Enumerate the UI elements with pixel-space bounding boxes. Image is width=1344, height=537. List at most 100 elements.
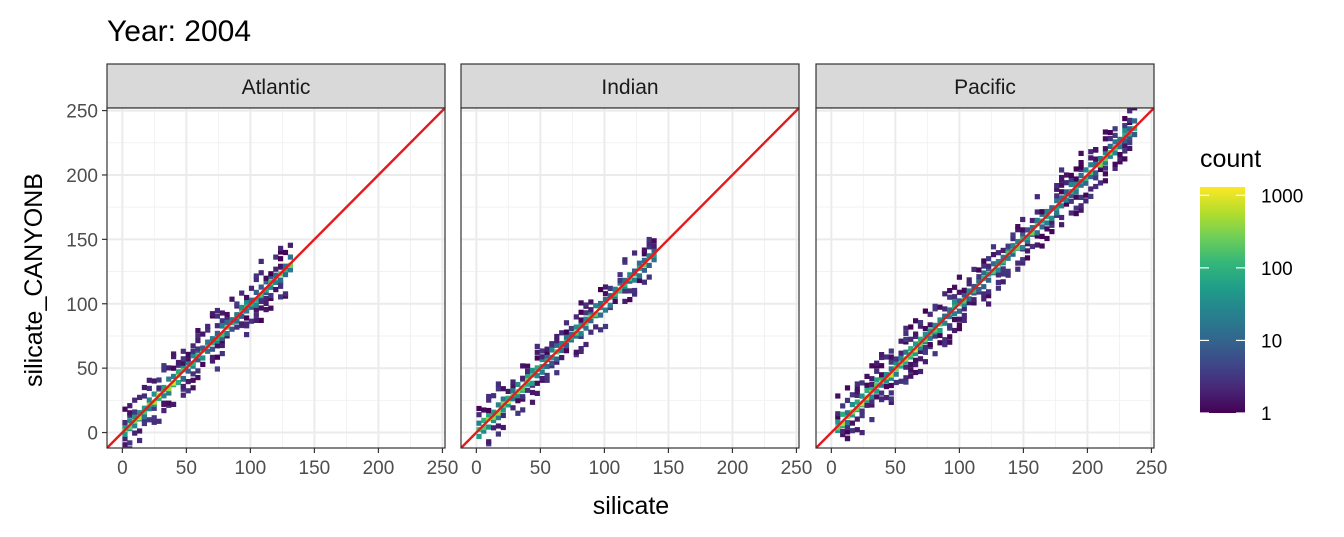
heatmap-bin (1015, 245, 1021, 251)
heatmap-bin (578, 346, 584, 352)
heatmap-bin (942, 313, 948, 319)
heatmap-bin (942, 320, 948, 326)
heatmap-bin (544, 357, 550, 363)
heatmap-bin (244, 321, 250, 327)
heatmap-bin (156, 385, 162, 391)
heatmap-bin (1117, 159, 1123, 165)
heatmap-bin (1054, 205, 1060, 211)
heatmap-bin (491, 414, 497, 420)
heatmap-bin (161, 393, 167, 399)
heatmap-bin (481, 425, 487, 431)
heatmap-bin (180, 386, 186, 392)
heatmap-bin (602, 291, 609, 297)
heatmap-bin (937, 304, 943, 310)
heatmap-bin (234, 312, 240, 318)
heatmap-bin (952, 294, 958, 300)
heatmap-bin (486, 424, 492, 430)
heatmap-bin (476, 405, 482, 412)
x-tick-label: 150 (653, 458, 685, 479)
facet-strip (106, 63, 446, 109)
heatmap-bin (1102, 178, 1108, 184)
heatmap-bin (903, 359, 909, 365)
heatmap-bin (971, 300, 977, 306)
heatmap-bin (224, 331, 230, 337)
heatmap-bin (578, 300, 584, 306)
heatmap-bin (602, 297, 609, 303)
heatmap-bin (195, 375, 201, 381)
heatmap-bin (278, 283, 284, 289)
heatmap-bin (539, 348, 545, 354)
heatmap-bin (840, 403, 846, 409)
heatmap-bin (854, 399, 860, 405)
heatmap-bin (1127, 135, 1133, 141)
heatmap-bin (1059, 195, 1065, 201)
heatmap-bin (486, 393, 492, 400)
heatmap-bin (1073, 181, 1079, 187)
heatmap-bin (849, 392, 855, 398)
heatmap-bin (287, 262, 293, 268)
heatmap-bin (287, 254, 293, 260)
heatmap-bin (273, 279, 279, 285)
heatmap-bin (1044, 235, 1050, 242)
facet-strip-label: Atlantic (242, 76, 311, 99)
heatmap-bin (151, 391, 157, 397)
heatmap-bin (510, 396, 516, 402)
heatmap-bin (922, 337, 928, 343)
heatmap-bin (166, 400, 172, 406)
heatmap-bin (268, 271, 274, 277)
heatmap-bin (976, 277, 982, 284)
heatmap-bin (180, 356, 186, 362)
heatmap-bin (481, 417, 487, 423)
heatmap-bin (544, 349, 550, 355)
heatmap-bin (195, 357, 201, 363)
panel-border (815, 107, 1155, 449)
heatmap-bin (1068, 210, 1074, 216)
heatmap-bin (888, 399, 894, 405)
heatmap-bin (127, 403, 133, 409)
heatmap-bin (1102, 165, 1108, 171)
heatmap-bin (1093, 161, 1099, 167)
heatmap-bin (622, 257, 628, 263)
heatmap-bin (549, 347, 555, 353)
heatmap-bin (607, 293, 613, 299)
heatmap-bin (248, 304, 255, 310)
heatmap-bin (646, 240, 652, 246)
heatmap-bin (927, 335, 933, 341)
heatmap-bin (835, 393, 841, 399)
heatmap-bin (258, 305, 264, 311)
heatmap-bin (515, 393, 521, 399)
heatmap-bin (869, 402, 875, 408)
heatmap-bin (534, 390, 540, 396)
heatmap-bin (287, 267, 293, 273)
heatmap-bin (874, 377, 880, 383)
heatmap-bin (932, 303, 938, 309)
heatmap-bin (859, 430, 865, 436)
heatmap-bin (1093, 147, 1099, 153)
heatmap-bin (893, 371, 899, 377)
y-tick-label: 0 (87, 424, 98, 445)
heatmap-bin (500, 396, 506, 402)
heatmap-bin (563, 342, 570, 349)
heatmap-bin (849, 412, 855, 418)
heatmap-bin (917, 345, 924, 351)
legend-break-label: 10 (1261, 331, 1282, 352)
heatmap-bin (491, 425, 497, 431)
heatmap-bin (961, 317, 967, 323)
heatmap-bin (549, 341, 555, 347)
heatmap-bin (510, 379, 516, 385)
heatmap-bin (844, 435, 851, 441)
heatmap-bin (632, 287, 638, 294)
heatmap-bin (282, 263, 289, 269)
heatmap-bin (505, 395, 511, 401)
heatmap-bin (190, 348, 196, 355)
heatmap-bin (995, 250, 1001, 256)
heatmap-bin (903, 364, 909, 370)
heatmap-bin (495, 386, 501, 392)
heatmap-bin (913, 362, 919, 368)
heatmap-bin (122, 431, 128, 437)
heatmap-bin (219, 342, 225, 349)
heatmap-bin (1039, 224, 1045, 230)
heatmap-bin (598, 312, 604, 318)
heatmap-bin (534, 380, 540, 386)
heatmap-bin (1000, 266, 1006, 272)
